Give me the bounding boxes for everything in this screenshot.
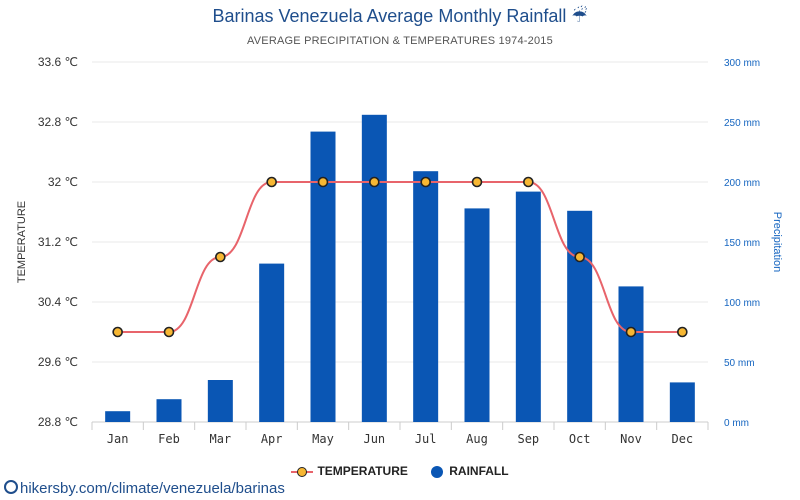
temperature-line — [117, 181, 683, 333]
left-tick-label: 31.2 ℃ — [38, 235, 78, 249]
right-axis: 300 mm 250 mm 200 mm 150 mm 100 mm 50 mm 0 mm — [724, 58, 760, 429]
x-tick-label: May — [312, 432, 334, 446]
x-tick-label: Aug — [466, 432, 488, 446]
right-tick-label: 200 mm — [724, 178, 760, 189]
left-tick-label: 28.8 ℃ — [38, 415, 78, 429]
rainfall-bar[interactable] — [618, 286, 644, 422]
temperature-point[interactable] — [523, 176, 534, 188]
rainfall-bar[interactable] — [669, 382, 695, 422]
temperature-line-path — [117, 181, 683, 333]
legend-item-temperature[interactable]: TEMPERATURE — [291, 463, 408, 478]
rainfall-bar[interactable] — [156, 399, 182, 422]
rainfall-bar[interactable] — [310, 131, 336, 422]
left-tick-label: 30.4 ℃ — [38, 295, 78, 309]
left-tick-label: 32.8 ℃ — [38, 115, 78, 129]
right-tick-label: 250 mm — [724, 118, 760, 129]
right-tick-label: 300 mm — [724, 58, 760, 69]
x-tick-label: Jun — [363, 432, 385, 446]
legend: TEMPERATURE RAINFALL — [0, 463, 800, 478]
left-axis-title: TEMPERATURE — [16, 201, 28, 283]
x-tick-label: Jul — [415, 432, 437, 446]
rainfall-bar[interactable] — [259, 263, 285, 422]
temperature-point[interactable] — [163, 326, 175, 338]
x-tick-label: Oct — [569, 432, 591, 446]
rainfall-bar[interactable] — [515, 191, 541, 422]
rainfall-bar[interactable] — [464, 208, 490, 422]
legend-label-temperature: TEMPERATURE — [317, 463, 408, 478]
x-tick-label: Nov — [620, 432, 642, 446]
x-tick-label: Sep — [517, 432, 539, 446]
temperature-point[interactable] — [677, 326, 688, 338]
temperature-point[interactable] — [215, 251, 226, 263]
temperature-point[interactable] — [266, 176, 277, 188]
footer-link[interactable]: hikersby.com/climate/venezuela/barinas — [4, 480, 285, 497]
rainfall-bars — [105, 114, 695, 423]
temperature-point[interactable] — [625, 326, 637, 338]
footer-link-text: hikersby.com/climate/venezuela/barinas — [20, 480, 285, 497]
rainfall-bar[interactable] — [361, 114, 387, 423]
right-tick-label: 0 mm — [724, 418, 749, 429]
chart-title: Barinas Venezuela Average Monthly Rainfa… — [212, 6, 588, 26]
rainfall-legend-marker — [431, 465, 444, 478]
grid-lines — [92, 61, 708, 423]
temperature-point[interactable] — [112, 326, 123, 338]
left-tick-label: 33.6 ℃ — [38, 55, 78, 69]
legend-label-rainfall: RAINFALL — [449, 463, 509, 478]
left-tick-label: 32 ℃ — [48, 175, 78, 189]
left-tick-label: 29.6 ℃ — [38, 355, 78, 369]
rainfall-bar[interactable] — [567, 210, 593, 422]
rainfall-bar[interactable] — [413, 171, 439, 422]
temperature-point[interactable] — [471, 176, 483, 188]
rainfall-temperature-chart: 33.6 ℃ 32.8 ℃ 32 ℃ 31.2 ℃ 30.4 ℃ 29.6 ℃ 28.8 ℃… — [16, 55, 783, 446]
left-axis: 33.6 ℃ 32.8 ℃ 32 ℃ 31.2 ℃ 30.4 ℃ 29.6 ℃ 28.8 ℃ — [38, 55, 78, 429]
right-axis-title: Precipitation — [771, 212, 783, 273]
right-tick-label: 50 mm — [724, 358, 755, 369]
temperature-point[interactable] — [574, 251, 585, 263]
right-tick-label: 150 mm — [724, 238, 760, 249]
x-tick-label: Jan — [107, 432, 129, 446]
rainfall-bar[interactable] — [105, 411, 131, 422]
temperature-point[interactable] — [317, 176, 329, 188]
legend-item-rainfall[interactable]: RAINFALL — [431, 463, 509, 478]
x-tick-label: Apr — [261, 432, 283, 446]
globe-icon — [4, 480, 18, 494]
x-tick-label: Mar — [209, 432, 231, 446]
x-axis: Jan Feb Mar Apr May Jun Jul Aug Sep Oct Nov Dec — [91, 422, 709, 446]
x-tick-label: Feb — [158, 432, 180, 446]
right-tick-label: 100 mm — [724, 298, 760, 309]
x-tick-label: Dec — [671, 432, 693, 446]
temperature-legend-marker — [291, 466, 314, 478]
temperature-point[interactable] — [369, 176, 380, 188]
rainfall-bar[interactable] — [207, 380, 233, 422]
temperature-point[interactable] — [420, 176, 431, 188]
temperature-points — [112, 176, 688, 338]
chart-subtitle: AVERAGE PRECIPITATION & TEMPERATURES 197… — [247, 35, 553, 47]
